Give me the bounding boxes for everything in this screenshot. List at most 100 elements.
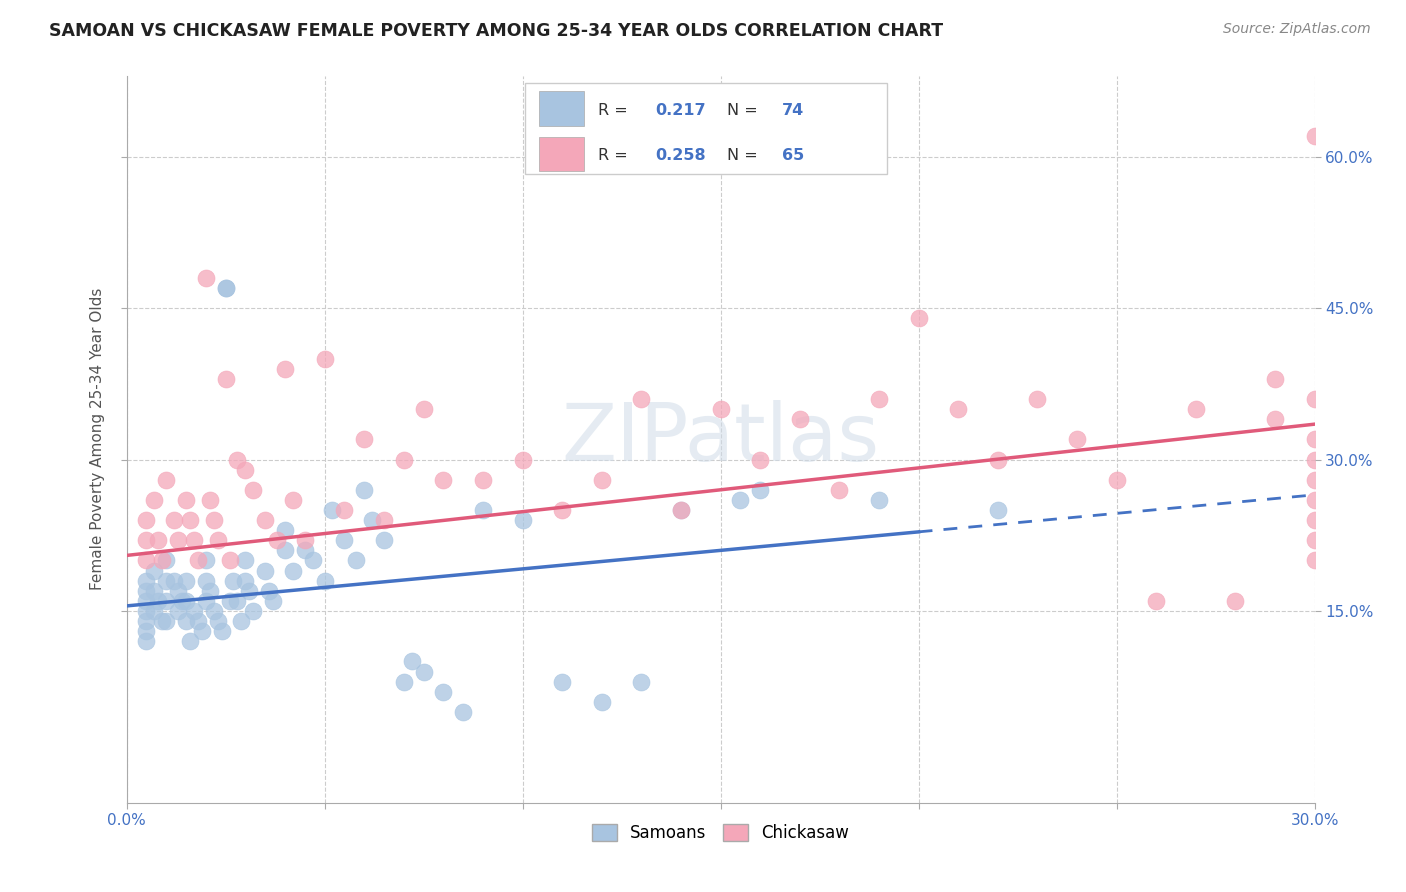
Point: [789, 412, 811, 426]
Point: [183, 604, 205, 618]
Point: [198, 583, 221, 598]
Point: [194, 270, 217, 285]
Point: [868, 392, 890, 406]
Point: [1303, 392, 1326, 406]
Point: [233, 462, 257, 476]
Point: [1225, 594, 1247, 608]
Point: [274, 543, 297, 558]
Point: [233, 553, 257, 567]
Point: [174, 614, 197, 628]
Point: [207, 614, 229, 628]
Point: [828, 483, 851, 497]
Point: [274, 361, 297, 376]
Point: [591, 695, 613, 709]
Point: [226, 594, 249, 608]
Point: [170, 594, 193, 608]
Point: [412, 665, 434, 679]
Point: [281, 492, 304, 507]
Point: [194, 594, 217, 608]
Point: [167, 583, 190, 598]
Point: [314, 351, 336, 366]
Point: [512, 452, 534, 467]
Point: [194, 574, 217, 588]
Text: ZIPatlas: ZIPatlas: [561, 401, 880, 478]
Point: [321, 503, 343, 517]
Point: [135, 624, 157, 639]
FancyBboxPatch shape: [538, 136, 583, 171]
Point: [1303, 129, 1326, 144]
Point: [333, 533, 356, 548]
Point: [301, 553, 323, 567]
Point: [135, 634, 157, 648]
Point: [155, 574, 177, 588]
Point: [361, 513, 384, 527]
Point: [401, 655, 423, 669]
Point: [238, 583, 260, 598]
Text: N =: N =: [727, 103, 762, 118]
Point: [135, 574, 157, 588]
Point: [143, 604, 166, 618]
Text: 65: 65: [782, 148, 804, 163]
Point: [1066, 433, 1088, 447]
Point: [242, 483, 264, 497]
Text: 74: 74: [782, 103, 804, 118]
Point: [630, 674, 652, 689]
Point: [214, 281, 236, 295]
Point: [630, 392, 652, 406]
Point: [353, 483, 375, 497]
Point: [135, 533, 157, 548]
Point: [155, 473, 177, 487]
Point: [749, 483, 772, 497]
Point: [669, 503, 692, 517]
Point: [1303, 473, 1326, 487]
Point: [262, 594, 284, 608]
Point: [226, 452, 249, 467]
Point: [472, 503, 495, 517]
Text: N =: N =: [727, 148, 762, 163]
Point: [987, 503, 1010, 517]
Text: Source: ZipAtlas.com: Source: ZipAtlas.com: [1223, 22, 1371, 37]
Point: [231, 614, 253, 628]
Point: [207, 533, 229, 548]
Point: [294, 543, 316, 558]
Text: R =: R =: [598, 103, 633, 118]
Legend: Samoans, Chickasaw: Samoans, Chickasaw: [585, 817, 856, 849]
Point: [214, 281, 236, 295]
Text: SAMOAN VS CHICKASAW FEMALE POVERTY AMONG 25-34 YEAR OLDS CORRELATION CHART: SAMOAN VS CHICKASAW FEMALE POVERTY AMONG…: [49, 22, 943, 40]
Point: [163, 574, 186, 588]
Point: [135, 614, 157, 628]
Point: [148, 594, 170, 608]
Point: [174, 574, 197, 588]
Point: [1303, 492, 1326, 507]
Point: [1303, 452, 1326, 467]
Point: [1303, 513, 1326, 527]
Point: [135, 553, 157, 567]
Point: [274, 523, 297, 537]
Point: [155, 594, 177, 608]
Point: [174, 492, 197, 507]
Point: [233, 574, 257, 588]
Point: [202, 604, 225, 618]
Point: [344, 553, 367, 567]
Point: [150, 614, 173, 628]
Point: [211, 624, 233, 639]
FancyBboxPatch shape: [524, 83, 887, 174]
Point: [143, 492, 166, 507]
Point: [167, 533, 190, 548]
Point: [1185, 402, 1208, 417]
Point: [194, 553, 217, 567]
Point: [948, 402, 970, 417]
Point: [254, 513, 277, 527]
Point: [314, 574, 336, 588]
Point: [551, 674, 574, 689]
Point: [257, 583, 280, 598]
Point: [591, 473, 613, 487]
Point: [551, 503, 574, 517]
Point: [868, 492, 890, 507]
Point: [987, 452, 1010, 467]
Point: [179, 634, 201, 648]
Point: [294, 533, 316, 548]
Point: [222, 574, 245, 588]
Point: [1303, 533, 1326, 548]
Point: [730, 492, 752, 507]
